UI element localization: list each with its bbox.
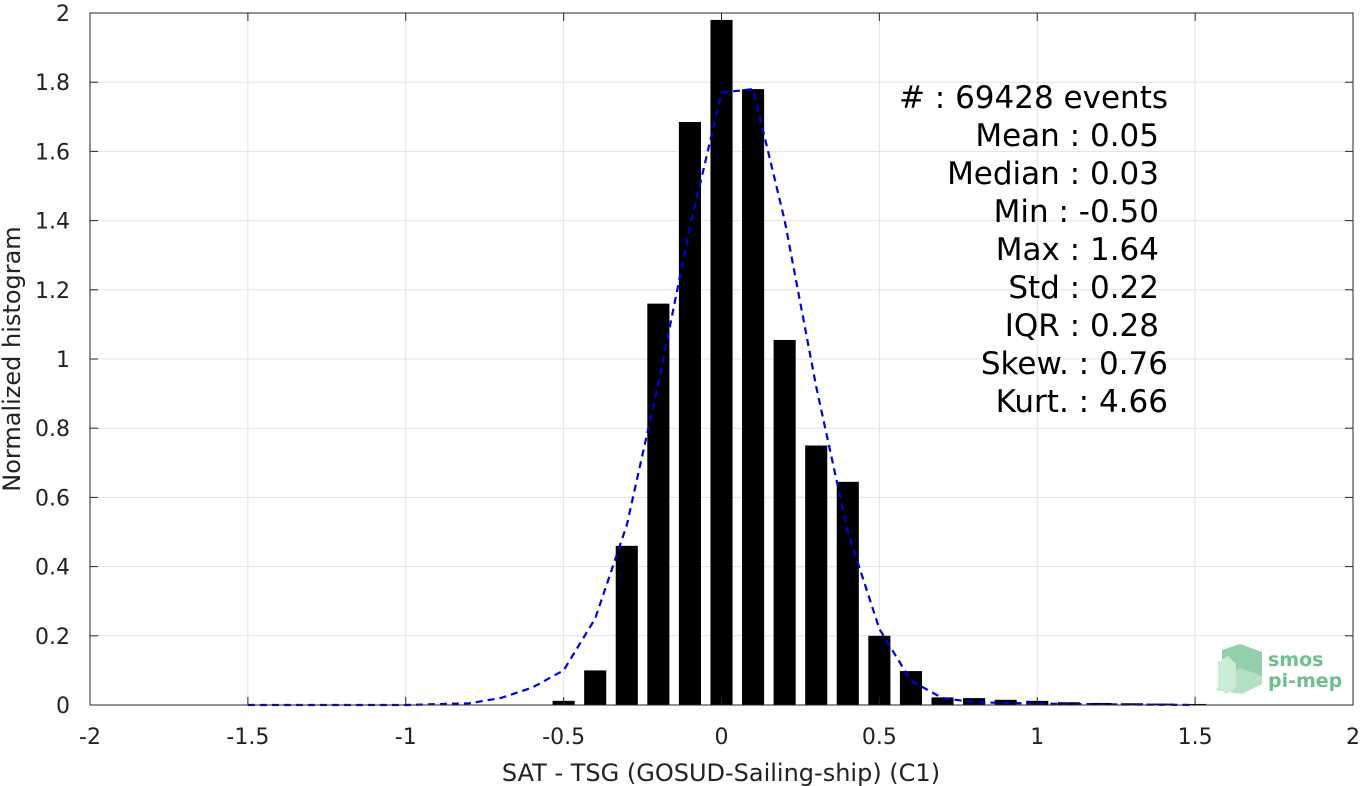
x-tick-label: 1 [1030, 725, 1044, 750]
stat-line: Max : 1.64 [996, 232, 1159, 268]
histogram-bar [868, 635, 891, 705]
histogram-bar [584, 670, 607, 705]
fit-curve-line [247, 87, 1196, 707]
stat-line: # : 69428 events [899, 80, 1168, 116]
stat-line: IQR : 0.28 [1005, 308, 1159, 344]
axes-frame [89, 12, 1354, 706]
histogram-bar [710, 19, 733, 706]
y-tick-label: 0.2 [35, 625, 70, 650]
y-tick-label: 0.6 [35, 486, 70, 511]
logo-text-pimep: pi-mep [1268, 670, 1342, 692]
histogram-bar [742, 89, 765, 706]
y-tick-label: 2 [56, 2, 70, 27]
x-tick-labels: -2 -1.5 -1 -0.5 0 0.5 1 1.5 2 [79, 725, 1360, 750]
y-tick-label: 0 [56, 694, 70, 719]
y-tick-label: 1 [56, 348, 70, 373]
stat-line: Std : 0.22 [1008, 270, 1159, 306]
y-tick-label: 1.6 [35, 140, 70, 165]
x-tick-label: -1 [395, 725, 417, 750]
y-tick-label: 1.4 [35, 210, 70, 235]
stat-line: Skew. : 0.76 [981, 346, 1168, 382]
y-tick-label: 0.8 [35, 417, 70, 442]
histogram-bar [615, 545, 638, 705]
histogram-bar [899, 671, 923, 705]
x-tick-label: -1.5 [226, 725, 269, 750]
x-tick-label: 1.5 [1178, 725, 1213, 750]
logo-text-smos: smos [1268, 649, 1323, 671]
x-tick-label: -0.5 [542, 725, 585, 750]
x-tick-label: 0 [715, 725, 729, 750]
histogram-bar [647, 303, 670, 705]
x-axis-label: SAT - TSG (GOSUD-Sailing-ship) (C1) [502, 759, 940, 786]
y-tick-label: 0.4 [35, 556, 70, 581]
stat-line: Kurt. : 4.66 [996, 384, 1168, 420]
stat-line: Median : 0.03 [947, 156, 1159, 192]
y-axis-label: Normalized histogram [0, 226, 26, 491]
histogram-bar [1120, 703, 1144, 705]
histogram-bar [963, 698, 986, 705]
logo-mark-icon [1216, 644, 1262, 694]
x-tick-label: -2 [79, 725, 101, 750]
histogram-bars [552, 19, 1207, 706]
fit-curve-group [247, 87, 1196, 707]
x-tick-label: 2 [1346, 725, 1360, 750]
y-tick-label: 1.2 [35, 279, 70, 304]
x-tick-label: 0.5 [862, 725, 897, 750]
histogram-bar [773, 339, 796, 705]
histogram-bar [931, 697, 954, 705]
y-tick-label: 1.8 [35, 71, 70, 96]
histogram-bar [805, 445, 828, 705]
histogram-bar [836, 481, 859, 705]
smos-pimep-logo: smos pi-mep [1216, 644, 1342, 694]
stat-line: Min : -0.50 [994, 194, 1159, 230]
stat-line: Mean : 0.05 [975, 118, 1159, 154]
y-tick-labels: 0 0.2 0.4 0.6 0.8 1 1.2 1.4 1.6 1.8 2 [35, 2, 70, 719]
histogram-bar [678, 121, 701, 706]
